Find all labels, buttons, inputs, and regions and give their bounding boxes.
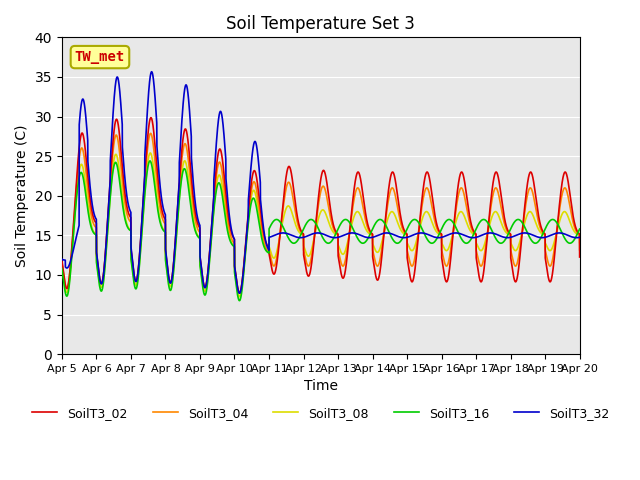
SoilT3_02 [303,271,311,276]
SoilT3_02 [236,290,243,296]
SoilT3_32 [234,287,242,292]
SoilT3_02 [436,230,444,236]
SoilT3_02 [576,254,584,260]
SoilT3_32 [436,235,444,240]
SoilT3_16 [451,223,459,228]
SoilT3_16 [576,226,584,232]
SoilT3_04 [147,131,154,136]
SoilT3_02 [451,210,459,216]
SoilT3_04 [303,262,311,267]
SoilT3_04 [234,287,242,292]
SoilT3_32 [58,256,66,262]
Line: SoilT3_16: SoilT3_16 [62,161,580,300]
SoilT3_32 [148,69,156,74]
SoilT3_16 [436,228,444,234]
SoilT3_16 [58,265,66,271]
Line: SoilT3_32: SoilT3_32 [62,72,580,293]
SoilT3_08 [576,240,584,245]
SoilT3_02 [554,216,562,222]
SoilT3_32 [554,230,562,236]
Title: Soil Temperature Set 3: Soil Temperature Set 3 [227,15,415,33]
SoilT3_08 [234,290,242,296]
SoilT3_32 [451,230,459,236]
SoilT3_02 [234,286,242,292]
Line: SoilT3_04: SoilT3_04 [62,133,580,293]
SoilT3_02 [548,276,556,281]
SoilT3_04 [236,290,243,296]
SoilT3_08 [303,252,311,258]
SoilT3_08 [436,232,444,238]
SoilT3_08 [548,246,556,252]
SoilT3_02 [58,258,66,264]
Y-axis label: Soil Temperature (C): Soil Temperature (C) [15,124,29,267]
SoilT3_08 [554,224,562,230]
SoilT3_32 [236,290,243,296]
SoilT3_04 [576,247,584,252]
Line: SoilT3_02: SoilT3_02 [62,118,580,293]
SoilT3_16 [234,294,242,300]
SoilT3_16 [236,298,243,303]
SoilT3_04 [451,213,459,219]
SoilT3_02 [147,115,155,120]
SoilT3_04 [554,218,562,224]
SoilT3_16 [303,219,311,225]
SoilT3_04 [436,231,444,237]
Legend: SoilT3_02, SoilT3_04, SoilT3_08, SoilT3_16, SoilT3_32: SoilT3_02, SoilT3_04, SoilT3_08, SoilT3_… [28,402,614,424]
SoilT3_32 [576,234,584,240]
SoilT3_16 [548,217,556,223]
X-axis label: Time: Time [304,379,338,394]
SoilT3_08 [147,150,154,156]
SoilT3_08 [451,222,459,228]
SoilT3_16 [146,158,154,164]
Line: SoilT3_08: SoilT3_08 [62,153,580,297]
SoilT3_08 [58,264,66,270]
SoilT3_32 [548,232,556,238]
SoilT3_32 [303,233,311,239]
SoilT3_04 [58,260,66,265]
SoilT3_08 [236,294,243,300]
Text: TW_met: TW_met [75,50,125,64]
SoilT3_04 [548,261,556,266]
SoilT3_16 [554,222,562,228]
